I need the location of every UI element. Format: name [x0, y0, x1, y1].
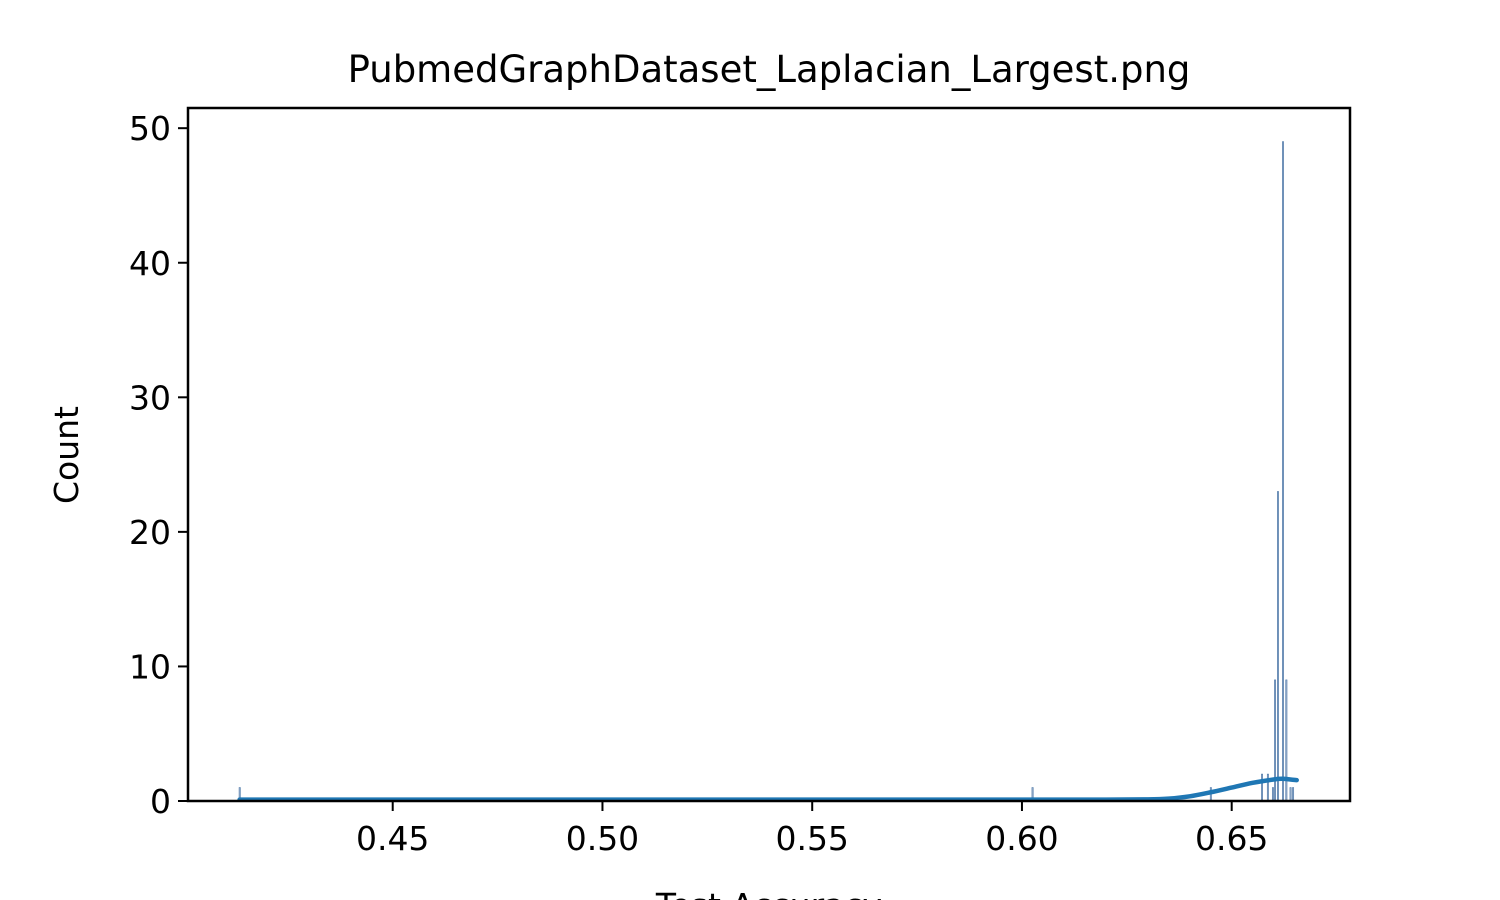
histogram-bar [1285, 679, 1288, 802]
histogram-bar [1261, 773, 1263, 802]
histogram-bar [1282, 141, 1284, 802]
y-axis-label: Count [47, 406, 86, 504]
histogram-bar [1274, 679, 1276, 802]
axes-frame [186, 106, 1352, 803]
y-tick-label: 20 [129, 513, 171, 552]
y-tick-label: 40 [129, 244, 171, 283]
y-tick-label: 30 [129, 378, 171, 417]
x-tick-label: 0.55 [775, 819, 848, 858]
x-tick-label: 0.60 [985, 819, 1058, 858]
histogram-bar [1277, 491, 1279, 802]
y-tick-label: 0 [150, 782, 171, 821]
kde-line [237, 776, 1299, 802]
y-tick-label: 50 [129, 109, 171, 148]
histogram-bar [1289, 787, 1292, 802]
chart-title: PubmedGraphDataset_Laplacian_Largest.png [348, 48, 1191, 91]
kde-layer [237, 776, 1299, 802]
x-axis-label: Test Accuracy [655, 886, 882, 900]
x-tick-label: 0.45 [356, 819, 429, 858]
y-axis-ticks: 0 10 20 30 40 50 [129, 109, 188, 821]
x-axis-ticks: 0.45 0.50 0.55 0.60 0.65 [356, 801, 1268, 858]
histogram-bar [1271, 787, 1274, 802]
histogram-bar [1292, 787, 1295, 802]
y-tick-label: 10 [129, 647, 171, 686]
x-tick-label: 0.65 [1195, 819, 1268, 858]
x-tick-label: 0.50 [566, 819, 639, 858]
